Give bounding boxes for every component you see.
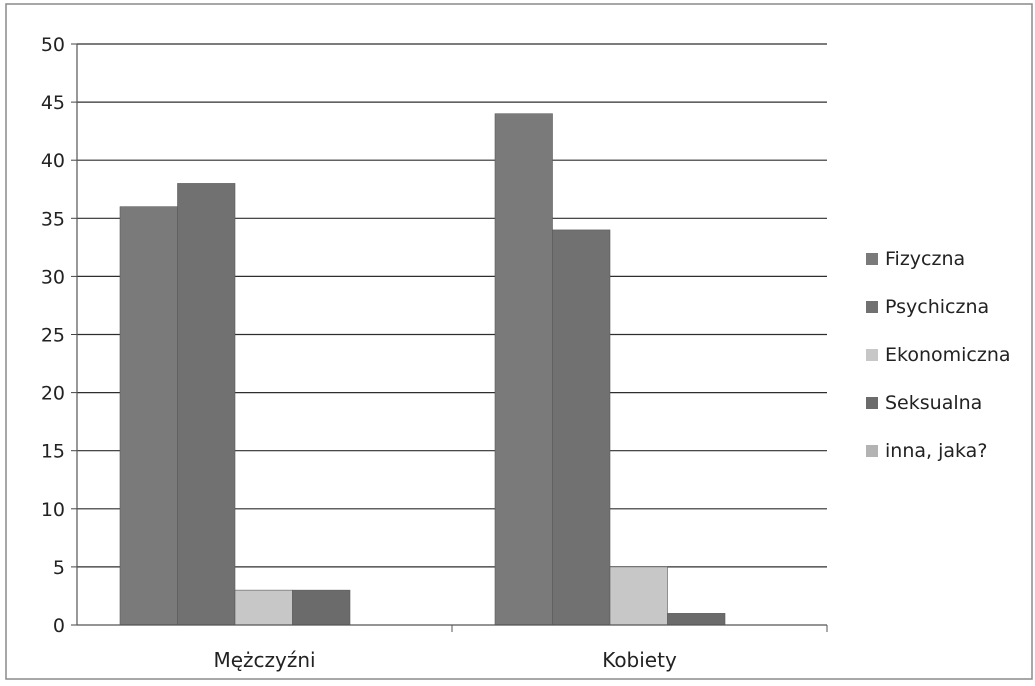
legend-swatch (866, 397, 878, 409)
bar-0-1 (177, 183, 236, 626)
axes: 0 5 10 15 20 25 30 35 40 45 50 Mężczyźni Kobiety (41, 34, 828, 672)
y-tick-label: 0 (53, 615, 65, 637)
bar-1-3 (667, 613, 726, 626)
y-tick-label: 25 (41, 325, 65, 347)
y-tick-label: 40 (41, 150, 65, 172)
legend-swatch (866, 301, 878, 313)
y-tick-label: 10 (41, 499, 65, 521)
legend: Fizyczna Psychiczna Ekonomiczna Seksualna in… (866, 248, 1011, 462)
y-tick-label: 45 (41, 92, 65, 114)
bar-1-2 (609, 566, 668, 626)
legend-swatch (866, 349, 878, 361)
legend-label: Fizyczna (885, 248, 965, 270)
bar-0-2 (234, 589, 293, 626)
y-tick-label: 5 (53, 557, 65, 579)
legend-label: Seksualna (885, 392, 982, 414)
legend-label: inna, jaka? (885, 440, 987, 462)
x-tick-label: Kobiety (602, 648, 677, 672)
legend-swatch (866, 253, 878, 265)
x-tick-label: Mężczyźni (213, 648, 315, 672)
legend-swatch (866, 445, 878, 457)
legend-label: Psychiczna (885, 296, 989, 318)
bar-1-1 (552, 229, 611, 626)
y-tick-label: 30 (41, 266, 65, 288)
bar-0-0 (119, 206, 178, 626)
y-tick-label: 15 (41, 441, 65, 463)
bar-0-3 (292, 589, 351, 626)
bar-1-0 (494, 113, 553, 626)
y-tick-label: 35 (41, 208, 65, 230)
y-tick-label: 20 (41, 383, 65, 405)
legend-label: Ekonomiczna (885, 344, 1011, 366)
y-tick-label: 50 (41, 34, 65, 56)
